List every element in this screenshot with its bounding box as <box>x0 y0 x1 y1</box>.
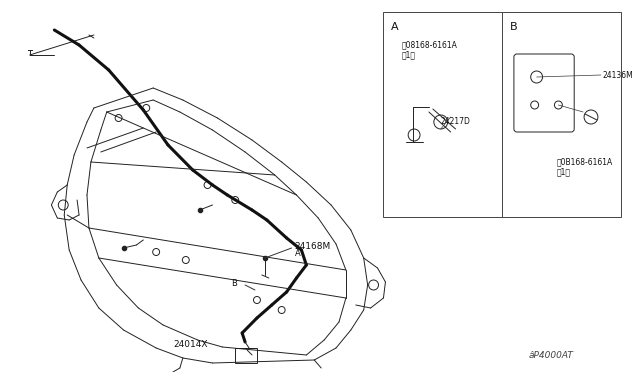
Text: Ⓝ0B168-6161A
（1）: Ⓝ0B168-6161A （1） <box>556 157 612 176</box>
Text: 24136M: 24136M <box>603 71 634 80</box>
Text: B: B <box>510 22 518 32</box>
Bar <box>383 12 621 217</box>
Text: A: A <box>294 248 300 257</box>
Text: âP4000AT: âP4000AT <box>529 351 573 360</box>
Text: 24014X: 24014X <box>173 340 207 349</box>
FancyBboxPatch shape <box>514 54 574 132</box>
Text: B: B <box>231 279 237 288</box>
Bar <box>236 348 257 363</box>
Text: 24217D: 24217D <box>441 117 470 126</box>
Text: A: A <box>391 22 399 32</box>
Text: Ⓝ08168-6161A
（1）: Ⓝ08168-6161A （1） <box>401 40 457 60</box>
Text: 24168M: 24168M <box>294 241 331 250</box>
